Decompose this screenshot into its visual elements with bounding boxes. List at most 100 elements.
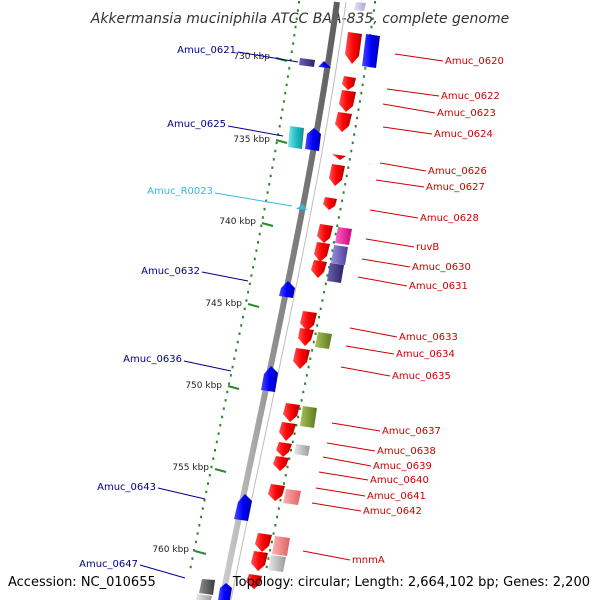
track-dot bbox=[293, 432, 296, 435]
gene-amuc-0646[interactable] bbox=[246, 574, 262, 589]
gene-label[interactable]: Amuc_0627 bbox=[426, 182, 485, 193]
gene-amuc-0637[interactable] bbox=[300, 406, 317, 428]
gene-label[interactable]: Amuc_0620 bbox=[445, 56, 504, 67]
gene-amuc-0633[interactable] bbox=[298, 328, 314, 346]
track-dot bbox=[288, 67, 291, 70]
gene-amuc-0638[interactable] bbox=[294, 444, 310, 456]
gene-label[interactable]: Amuc_0630 bbox=[412, 262, 471, 273]
gene-mnma[interactable] bbox=[272, 536, 290, 556]
rna-amuc-r0023[interactable] bbox=[296, 204, 307, 210]
gene-amuc-0637a[interactable] bbox=[283, 403, 300, 422]
track-dot bbox=[297, 415, 300, 419]
track-dot bbox=[279, 499, 282, 502]
gene-label[interactable]: mnmA bbox=[352, 555, 385, 566]
gene-label[interactable]: Amuc_0634 bbox=[396, 349, 455, 360]
gene-amuc-0647a[interactable] bbox=[199, 579, 215, 595]
track-dot bbox=[210, 465, 213, 469]
gene-label[interactable]: Amuc_0623 bbox=[437, 108, 496, 119]
track-dot bbox=[242, 315, 244, 319]
gene-label[interactable]: Amuc_0639 bbox=[373, 461, 432, 472]
gene-label[interactable]: Amuc_0633 bbox=[399, 332, 458, 343]
gene-label[interactable]: Amuc_0635 bbox=[392, 371, 451, 382]
tick-mark bbox=[194, 550, 207, 555]
connector-line bbox=[322, 456, 372, 467]
track-dot bbox=[191, 557, 194, 560]
gene-label[interactable]: Amuc_0643 bbox=[97, 482, 156, 493]
gene-amuc-0621[interactable] bbox=[318, 61, 331, 68]
gene-amuc-0631a[interactable] bbox=[311, 260, 327, 278]
gene-amuc-0645[interactable] bbox=[268, 555, 286, 572]
gene-amuc-0620a[interactable] bbox=[345, 32, 362, 64]
track-dot bbox=[323, 290, 326, 294]
gene-amuc-0629a[interactable] bbox=[317, 224, 333, 243]
gene-label[interactable]: Amuc_R0023 bbox=[147, 186, 213, 197]
connector-line bbox=[315, 487, 366, 497]
gene-label[interactable]: Amuc_0641 bbox=[367, 491, 426, 502]
track-dot bbox=[203, 499, 206, 502]
gene-amuc-0630a[interactable] bbox=[314, 242, 330, 262]
gene-amuc-0648[interactable] bbox=[196, 594, 212, 600]
gene-amuc-0643b[interactable] bbox=[255, 533, 272, 552]
track-dot bbox=[226, 390, 229, 394]
track-dot bbox=[198, 524, 201, 527]
gene-amuc-0633a[interactable] bbox=[300, 311, 317, 331]
tick-mark bbox=[214, 468, 227, 473]
gene-amuc-0621a[interactable] bbox=[299, 58, 315, 67]
gene-amuc-0634[interactable] bbox=[315, 332, 332, 349]
gene-amuc-0641[interactable] bbox=[283, 489, 301, 505]
track-dot bbox=[344, 183, 347, 186]
gene-amuc-0626[interactable] bbox=[332, 154, 346, 160]
gene-amuc-0620[interactable] bbox=[362, 34, 380, 68]
gene-label[interactable]: Amuc_0625 bbox=[167, 119, 226, 130]
track-dot bbox=[304, 382, 307, 385]
gene-label[interactable]: Amuc_0640 bbox=[370, 475, 429, 486]
gene-label[interactable]: Amuc_0642 bbox=[363, 506, 422, 517]
gene-amuc-0627[interactable] bbox=[329, 164, 345, 186]
gene-label[interactable]: Amuc_0636 bbox=[123, 354, 182, 365]
gene-amuc-0635[interactable] bbox=[293, 348, 310, 369]
gene-amuc-0641a[interactable] bbox=[268, 484, 285, 501]
gene-amuc-0643[interactable] bbox=[234, 494, 252, 521]
track-dot bbox=[228, 382, 231, 385]
connector-line bbox=[227, 125, 284, 137]
gene-amuc-0640[interactable] bbox=[273, 456, 289, 471]
gene-amuc-0624[interactable] bbox=[335, 112, 352, 132]
gene-label[interactable]: Amuc_0621 bbox=[177, 45, 236, 56]
gene-label[interactable]: Amuc_0624 bbox=[434, 129, 493, 140]
gene-amuc-0631[interactable] bbox=[327, 263, 344, 283]
gene-label[interactable]: Amuc_0628 bbox=[420, 213, 479, 224]
gene-amuc-0636[interactable] bbox=[261, 366, 278, 392]
gene-amuc-0628[interactable] bbox=[323, 197, 337, 210]
track-dot bbox=[250, 274, 253, 277]
track-dot bbox=[326, 274, 329, 277]
gene-amuc-0644[interactable] bbox=[251, 551, 268, 571]
gene-label[interactable]: Amuc_0622 bbox=[441, 91, 500, 102]
connector-line bbox=[201, 271, 249, 282]
gene-amuc-0623[interactable] bbox=[339, 90, 356, 112]
gene-amuc-0625a[interactable] bbox=[288, 126, 304, 149]
track-dot bbox=[221, 415, 224, 419]
track-dot bbox=[358, 100, 361, 103]
gene-label[interactable]: Amuc_0631 bbox=[409, 281, 468, 292]
gene-amuc-0639[interactable] bbox=[276, 442, 292, 457]
track-dot bbox=[270, 540, 273, 544]
gene-amuc-0647[interactable] bbox=[218, 583, 232, 600]
gene-label[interactable]: ruvB bbox=[416, 242, 439, 253]
gene-label[interactable]: Amuc_0632 bbox=[141, 266, 200, 277]
gene-amuc-0622[interactable] bbox=[342, 76, 356, 90]
gene-amuc-0630[interactable] bbox=[331, 245, 348, 265]
gene-ruvb[interactable] bbox=[335, 227, 352, 245]
connector-line bbox=[357, 276, 408, 287]
gene-label[interactable]: Amuc_0638 bbox=[377, 446, 436, 457]
gene-label[interactable]: Amuc_0637 bbox=[382, 426, 441, 437]
connector-line bbox=[331, 422, 381, 432]
gene-label[interactable]: Amuc_0647 bbox=[79, 559, 138, 570]
gene-amuc-0625[interactable] bbox=[305, 128, 321, 151]
gene-amuc-0619[interactable] bbox=[354, 2, 366, 11]
track-dot bbox=[342, 191, 345, 194]
gene-label[interactable]: Amuc_0626 bbox=[428, 166, 487, 177]
gene-amuc-0638a[interactable] bbox=[279, 422, 296, 441]
track-dot bbox=[314, 332, 317, 335]
track-dot bbox=[329, 257, 332, 261]
gene-amuc-0632[interactable] bbox=[279, 281, 295, 298]
